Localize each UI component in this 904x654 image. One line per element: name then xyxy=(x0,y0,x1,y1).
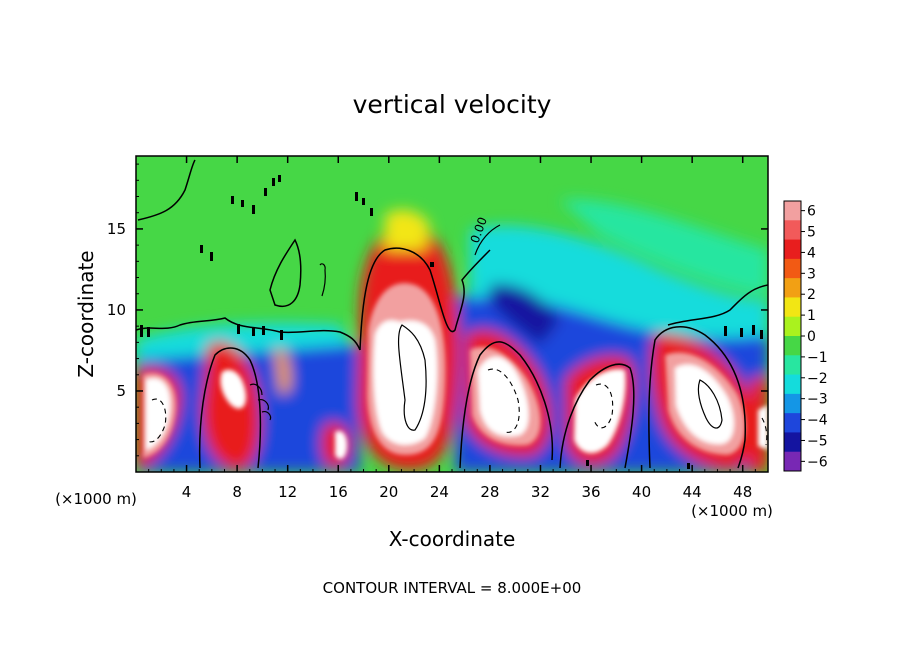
x-tick-label: 20 xyxy=(379,483,398,501)
x-unit-left: (×1000 m) xyxy=(55,490,137,508)
x-tick-label: 4 xyxy=(182,483,192,501)
colorbar-label: −4 xyxy=(807,413,828,429)
y-tick-label: 15 xyxy=(107,220,126,238)
colorbar-swatch xyxy=(784,413,801,433)
colorbar-label: 6 xyxy=(807,204,816,220)
x-tick-label: 8 xyxy=(232,483,242,501)
colorbar-label: −2 xyxy=(807,371,828,387)
colorbar-swatch xyxy=(784,258,801,279)
colorbar-swatch xyxy=(784,355,801,376)
x-tick-label: 44 xyxy=(683,483,702,501)
x-tick-label: 48 xyxy=(733,483,752,501)
colorbar-label: 4 xyxy=(807,245,816,261)
plot-area: 0.00 xyxy=(136,156,768,472)
colorbar-swatch xyxy=(784,220,801,241)
x-tick-label: 12 xyxy=(278,483,297,501)
x-tick-label: 16 xyxy=(329,483,348,501)
colorbar-swatch xyxy=(784,201,801,221)
colorbar-label: 0 xyxy=(807,329,816,345)
colorbar-swatch xyxy=(784,316,801,337)
y-axis-label: Z-coordinate xyxy=(74,250,98,377)
x-axis-ticks: 4 8 12 16 20 24 28 32 36 40 44 48 xyxy=(148,156,756,501)
colorbar-label: 1 xyxy=(807,308,816,324)
y-tick-label: 5 xyxy=(116,382,126,400)
x-tick-label: 40 xyxy=(632,483,651,501)
colorbar-swatch xyxy=(784,393,801,414)
colorbar-swatch xyxy=(784,432,801,453)
negative-contours xyxy=(145,368,768,446)
colorbar: 6 5 4 3 2 1 0 −1 −2 −3 −4 −5 −6 xyxy=(783,200,828,472)
x-tick-label: 28 xyxy=(480,483,499,501)
colorbar-swatch xyxy=(784,278,801,298)
contour-lines xyxy=(136,159,768,469)
colorbar-swatch xyxy=(784,336,801,356)
x-tick-label: 24 xyxy=(430,483,449,501)
x-tick-label: 32 xyxy=(531,483,550,501)
x-unit-right: (×1000 m) xyxy=(691,502,773,520)
core-regions xyxy=(143,283,768,460)
colorbar-label: 2 xyxy=(807,287,816,303)
colorbar-swatch xyxy=(784,239,801,260)
chart-title: vertical velocity xyxy=(353,90,552,119)
colorbar-swatch xyxy=(784,297,801,318)
colorbar-swatch xyxy=(784,374,801,395)
colorbar-swatch xyxy=(784,451,801,472)
footer-note: CONTOUR INTERVAL = 8.000E+00 xyxy=(323,579,582,597)
colorbar-label: −5 xyxy=(807,433,828,449)
small-cell-marks xyxy=(140,175,763,469)
y-tick-label: 10 xyxy=(107,301,126,319)
colorbar-label: −6 xyxy=(807,454,828,470)
colorbar-label: 5 xyxy=(807,225,816,241)
colorbar-label: 3 xyxy=(807,266,816,282)
x-axis-label: X-coordinate xyxy=(389,527,516,551)
x-tick-label: 36 xyxy=(581,483,600,501)
colorbar-label: −1 xyxy=(807,350,828,366)
y-axis-ticks: 5 10 15 xyxy=(107,163,768,457)
colorbar-label: −3 xyxy=(807,392,828,408)
